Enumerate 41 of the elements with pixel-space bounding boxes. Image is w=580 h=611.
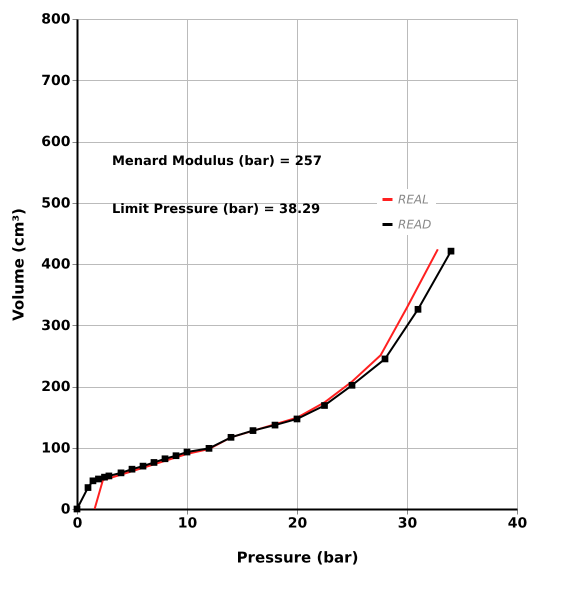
x-tick-label: 40 <box>508 516 528 532</box>
point <box>74 506 80 512</box>
y-tick-label: 400 <box>41 256 71 272</box>
x-tick-label: 10 <box>178 516 198 532</box>
point <box>348 382 356 389</box>
point <box>382 356 388 362</box>
y-tick-label: 100 <box>41 440 71 456</box>
point <box>448 248 454 254</box>
point <box>150 459 158 466</box>
x-axis-title: Pressure (bar) <box>236 548 358 566</box>
point <box>118 470 124 476</box>
x-tick-label: 20 <box>288 516 308 532</box>
point <box>140 462 146 470</box>
y-tick-label: 700 <box>41 72 71 89</box>
point <box>84 484 92 491</box>
y-tick-label: 600 <box>41 134 71 150</box>
y-axis-title: Volume (cm³) <box>9 208 28 321</box>
y-tick-label: 500 <box>41 195 71 212</box>
point <box>228 434 234 441</box>
point <box>294 416 300 422</box>
point <box>128 466 136 473</box>
point <box>106 472 112 480</box>
annotation: Menard Modulus (bar) = 257 <box>112 154 322 169</box>
y-tick-label: 0 <box>60 502 71 518</box>
point <box>272 422 278 428</box>
point <box>184 448 190 456</box>
x-tick-label: 30 <box>398 516 418 532</box>
point <box>414 306 422 313</box>
point <box>172 452 180 460</box>
y-tick-label: 300 <box>41 318 71 334</box>
point <box>250 427 256 434</box>
legend-label: REAL <box>398 192 429 206</box>
legend-label: READ <box>398 218 432 232</box>
point <box>162 455 168 462</box>
point <box>206 445 212 452</box>
annotation: Limit Pressure (bar) = 38.29 <box>112 202 320 217</box>
y-tick-label: 800 <box>41 12 71 28</box>
point <box>95 476 102 482</box>
point <box>321 402 328 409</box>
x-tick-label: 0 <box>72 516 83 532</box>
y-tick-label: 200 <box>41 379 71 395</box>
